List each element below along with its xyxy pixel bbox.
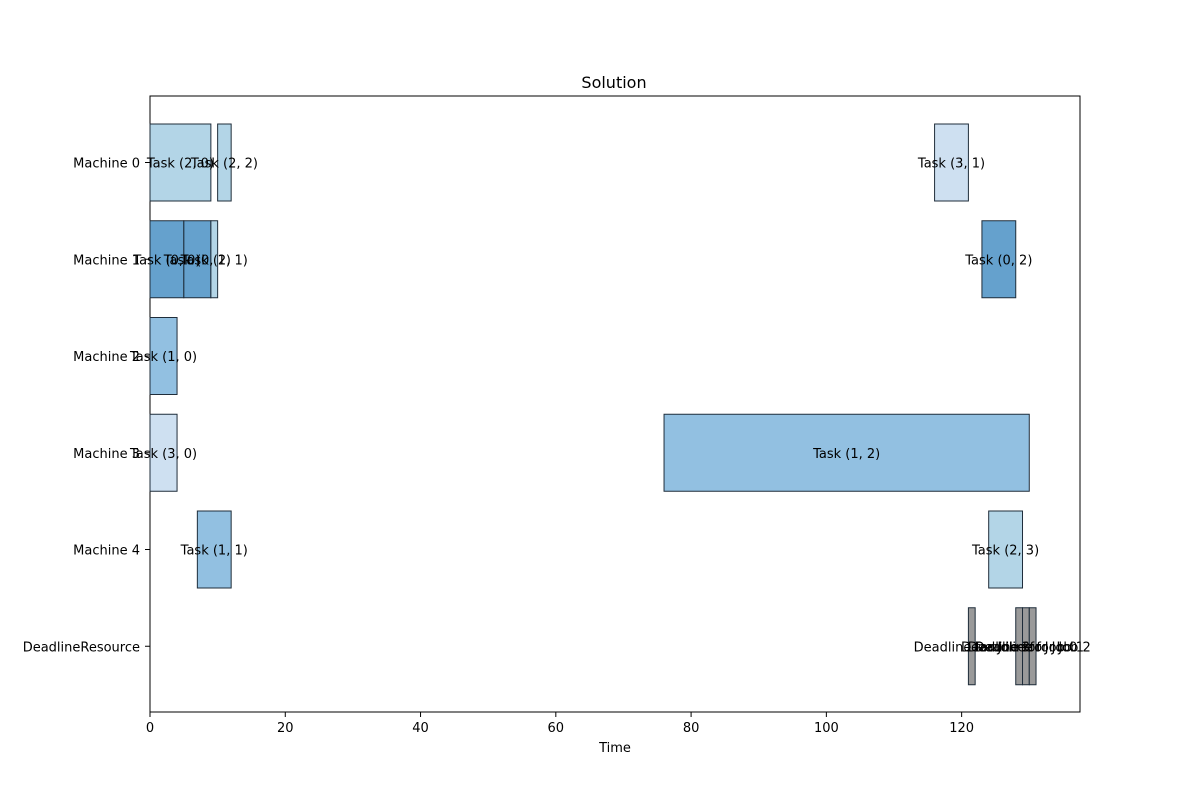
task-bar (217, 123, 232, 202)
task-label: Task (2, 3) (971, 544, 1039, 559)
x-tick-label: 80 (683, 721, 700, 736)
task-label: Deadline for Job 0 (961, 640, 1077, 655)
y-tick-label: Machine 1 (73, 253, 140, 268)
x-tick-label: 20 (277, 721, 294, 736)
task-label: Task (1, 0) (129, 350, 197, 365)
task-label: Deadline for Job 1 (968, 640, 1084, 655)
task-bar (967, 607, 976, 686)
x-tick-label: 100 (814, 721, 839, 736)
task-label: Deadline for Job 3 (914, 640, 1030, 655)
task-label: Task (2, 1) (180, 253, 248, 268)
task-bar (196, 510, 232, 589)
task-label: Deadline for Job 2 (975, 640, 1091, 655)
task-bar (934, 123, 969, 202)
x-tick-label: 120 (949, 721, 974, 736)
plot-area (149, 95, 1081, 713)
task-bar (149, 317, 178, 395)
task-label: Task (2, 2) (190, 157, 258, 172)
task-label: Task (2, 0) (146, 157, 214, 172)
x-axis-label: Time (598, 741, 631, 756)
y-tick-label: Machine 2 (73, 350, 140, 365)
task-bar (149, 413, 178, 492)
y-tick-label: DeadlineResource (23, 640, 140, 655)
x-axis: 0 20 40 60 80 100 120 (146, 712, 974, 736)
task-label: Task (1, 2) (812, 447, 880, 462)
task-bar (981, 220, 1017, 299)
task-bar (1028, 607, 1037, 686)
task-bar (210, 220, 219, 299)
task-bar (663, 413, 1030, 492)
y-tick-label: Machine 0 (73, 157, 140, 172)
x-tick-label: 40 (412, 721, 429, 736)
task-label: Task (1, 1) (180, 544, 248, 559)
task-label: Task (0, 1) (163, 253, 231, 268)
task-bar (183, 220, 212, 299)
task-labels: Task (2, 0)Task (2, 2) Task (3, 1) Task (0… (129, 157, 1091, 656)
task-label: Task (3, 0) (129, 447, 197, 462)
y-tick-label: Machine 3 (73, 447, 140, 462)
y-axis: Machine 0 Machine 1 Machine 2 Machine 3 Mach… (23, 157, 150, 655)
x-tick-label: 60 (548, 721, 565, 736)
task-bars (149, 123, 1037, 686)
task-label: Task (0, 2) (964, 253, 1032, 268)
y-tick-label: Machine 4 (73, 544, 140, 559)
task-label: Task (0, 0) (132, 253, 200, 268)
task-bar (988, 510, 1024, 589)
task-label: Task (3, 1) (917, 157, 985, 172)
x-tick-label: 0 (146, 721, 154, 736)
task-bar (149, 123, 212, 202)
chart-title: Solution (581, 73, 646, 92)
